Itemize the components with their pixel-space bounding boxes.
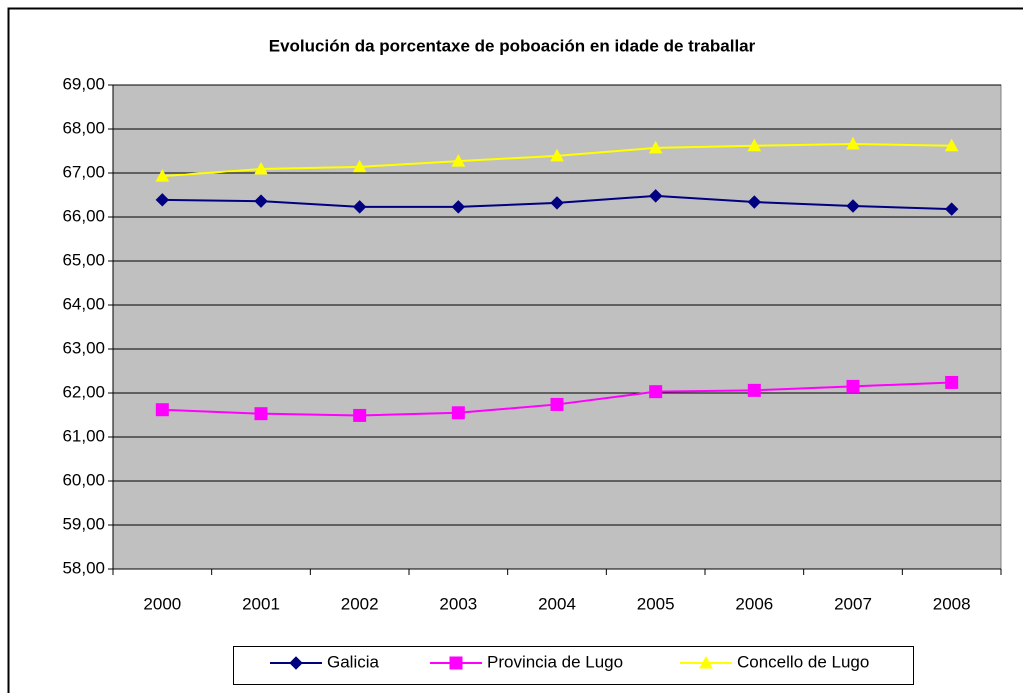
data-point <box>352 200 367 214</box>
y-tick-label: 68,00 <box>62 118 105 137</box>
x-tick-label: 2003 <box>439 594 477 613</box>
data-point <box>846 136 860 150</box>
data-point <box>254 407 268 421</box>
x-tick-label: 2008 <box>933 594 971 613</box>
y-tick-label: 69,00 <box>62 74 105 93</box>
data-point <box>846 379 860 393</box>
y-tick-label: 63,00 <box>62 338 105 357</box>
x-tick-label: 2000 <box>143 594 181 613</box>
y-tick-label: 59,00 <box>62 514 105 533</box>
data-point <box>944 138 959 152</box>
y-tick-label: 66,00 <box>62 206 105 225</box>
chart-title: Evolución da porcentaxe de poboación en … <box>269 36 756 55</box>
x-tick-label: 2004 <box>538 594 576 613</box>
data-point <box>352 159 367 173</box>
y-tick-label: 64,00 <box>62 294 105 313</box>
y-tick-label: 65,00 <box>62 250 105 269</box>
data-point <box>550 148 564 162</box>
y-tick-label: 62,00 <box>62 382 105 401</box>
y-tick-label: 61,00 <box>62 426 105 445</box>
data-point <box>155 403 169 417</box>
legend-marker <box>699 655 713 669</box>
data-point <box>846 199 860 213</box>
x-tick-label: 2007 <box>834 594 872 613</box>
legend-label: Concello de Lugo <box>737 652 869 671</box>
y-tick-label: 58,00 <box>62 558 105 577</box>
data-point <box>451 406 465 420</box>
data-point <box>550 196 564 210</box>
x-tick-label: 2001 <box>242 594 280 613</box>
data-point <box>155 169 170 182</box>
data-point <box>254 161 268 175</box>
data-point <box>550 397 564 411</box>
data-point <box>944 202 959 216</box>
data-point <box>254 194 268 208</box>
data-point <box>945 375 959 389</box>
x-tick-label: 2002 <box>341 594 379 613</box>
legend-label: Galicia <box>327 652 380 671</box>
x-tick-label: 2006 <box>735 594 773 613</box>
y-tick-label: 60,00 <box>62 470 105 489</box>
data-point <box>451 154 466 167</box>
legend-marker <box>449 656 463 670</box>
x-tick-label: 2005 <box>637 594 675 613</box>
data-point <box>649 385 663 399</box>
data-point <box>155 193 170 207</box>
legend-box <box>233 646 914 685</box>
data-point <box>353 408 367 422</box>
data-point <box>648 189 663 203</box>
data-point <box>648 140 663 154</box>
legend-marker <box>289 656 303 670</box>
y-tick-label: 67,00 <box>62 162 105 181</box>
data-point <box>747 195 762 209</box>
legend-label: Provincia de Lugo <box>487 652 623 671</box>
data-point <box>747 383 761 397</box>
data-point <box>451 200 466 214</box>
data-point <box>747 138 762 152</box>
